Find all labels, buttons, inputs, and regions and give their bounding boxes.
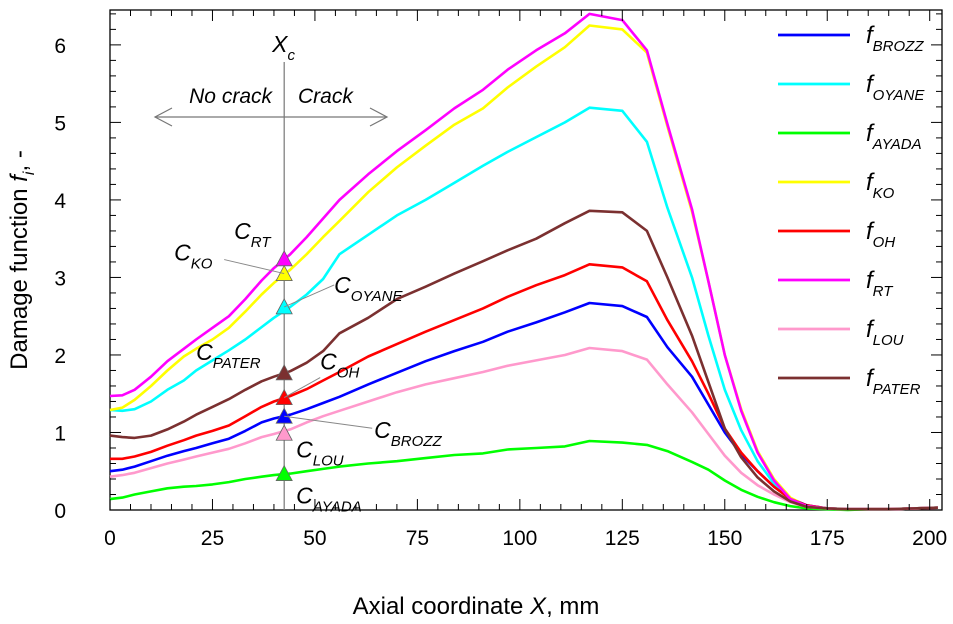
axis-ticks: 0 25 50 75 100 125 150 175 200 0 1 2 3 4 5 6 — [54, 10, 947, 550]
legend: fBROZZ fOYANE fAYADA fKO fOH fRT fLOU fPATER — [778, 22, 925, 398]
marker-label-rt: CRT — [234, 218, 272, 251]
legend-label-rt: fRT — [866, 267, 894, 300]
marker-leader-ko — [224, 259, 285, 275]
critical-marker-pater — [275, 363, 293, 381]
axes-frame — [109, 9, 943, 511]
x-tick-label: 25 — [201, 527, 224, 550]
marker-leader-brozz — [284, 415, 373, 429]
legend-label-brozz: fBROZZ — [866, 22, 924, 55]
series-line-brozz — [109, 301, 938, 511]
zone-label-no-crack: No crack — [189, 85, 273, 108]
legend-label-oh: fOH — [866, 218, 895, 251]
x-tick-label: 100 — [502, 527, 537, 550]
legend-label-pater: fPATER — [866, 365, 921, 398]
crack-position-label: Xc — [271, 31, 295, 64]
marker-label-oh: COH — [320, 349, 359, 382]
y-tick-label: 6 — [54, 35, 66, 58]
zone-arrow-right-head — [369, 107, 389, 127]
x-tick-label: 175 — [810, 527, 845, 550]
marker-label-pater: CPATER — [196, 339, 261, 372]
y-tick-label: 5 — [54, 112, 66, 135]
x-tick-label: 50 — [303, 527, 326, 550]
marker-leader-oh — [283, 377, 321, 399]
x-tick-label: 125 — [605, 527, 640, 550]
legend-label-lou: fLOU — [866, 316, 904, 349]
y-axis-title: Damage function fi, - — [6, 150, 38, 370]
marker-label-ko: CKO — [174, 240, 213, 273]
plot-frame — [109, 9, 943, 511]
marker-label-ayada: CAYADA — [296, 483, 362, 516]
y-tick-label: 0 — [54, 500, 66, 523]
x-tick-label: 0 — [104, 527, 116, 550]
legend-label-oyane: fOYANE — [866, 71, 925, 104]
marker-labels: CRT CKO COYANE CPATER COH CBROZZ CLOU CAYADA — [174, 218, 442, 516]
zone-label-crack: Crack — [298, 85, 354, 108]
marker-label-oyane: COYANE — [334, 272, 403, 305]
x-tick-label: 75 — [406, 527, 429, 550]
x-tick-label: 200 — [912, 527, 947, 550]
series-line-pater — [109, 209, 938, 511]
marker-label-lou: CLOU — [296, 436, 344, 469]
zone-arrow-left-head — [153, 107, 173, 127]
legend-label-ayada: fAYADA — [866, 120, 922, 153]
series-line-rt — [109, 12, 938, 511]
x-tick-label: 150 — [707, 527, 742, 550]
legend-label-ko: fKO — [866, 169, 895, 202]
y-tick-label: 3 — [54, 267, 66, 290]
series-line-ayada — [109, 439, 938, 512]
critical-marker-lou — [275, 424, 293, 441]
x-axis-title: Axial coordinate X, mm — [353, 593, 600, 620]
y-tick-label: 1 — [54, 422, 66, 445]
series-line-oh — [110, 262, 938, 511]
marker-label-brozz: CBROZZ — [374, 417, 442, 450]
y-tick-label: 2 — [54, 345, 66, 368]
critical-marker-ayada — [275, 464, 293, 481]
marker-leader-oyane — [283, 284, 335, 308]
series-lines — [109, 12, 938, 512]
series-line-lou — [109, 346, 938, 511]
critical-marker-brozz — [275, 407, 293, 424]
y-tick-label: 4 — [54, 190, 66, 213]
